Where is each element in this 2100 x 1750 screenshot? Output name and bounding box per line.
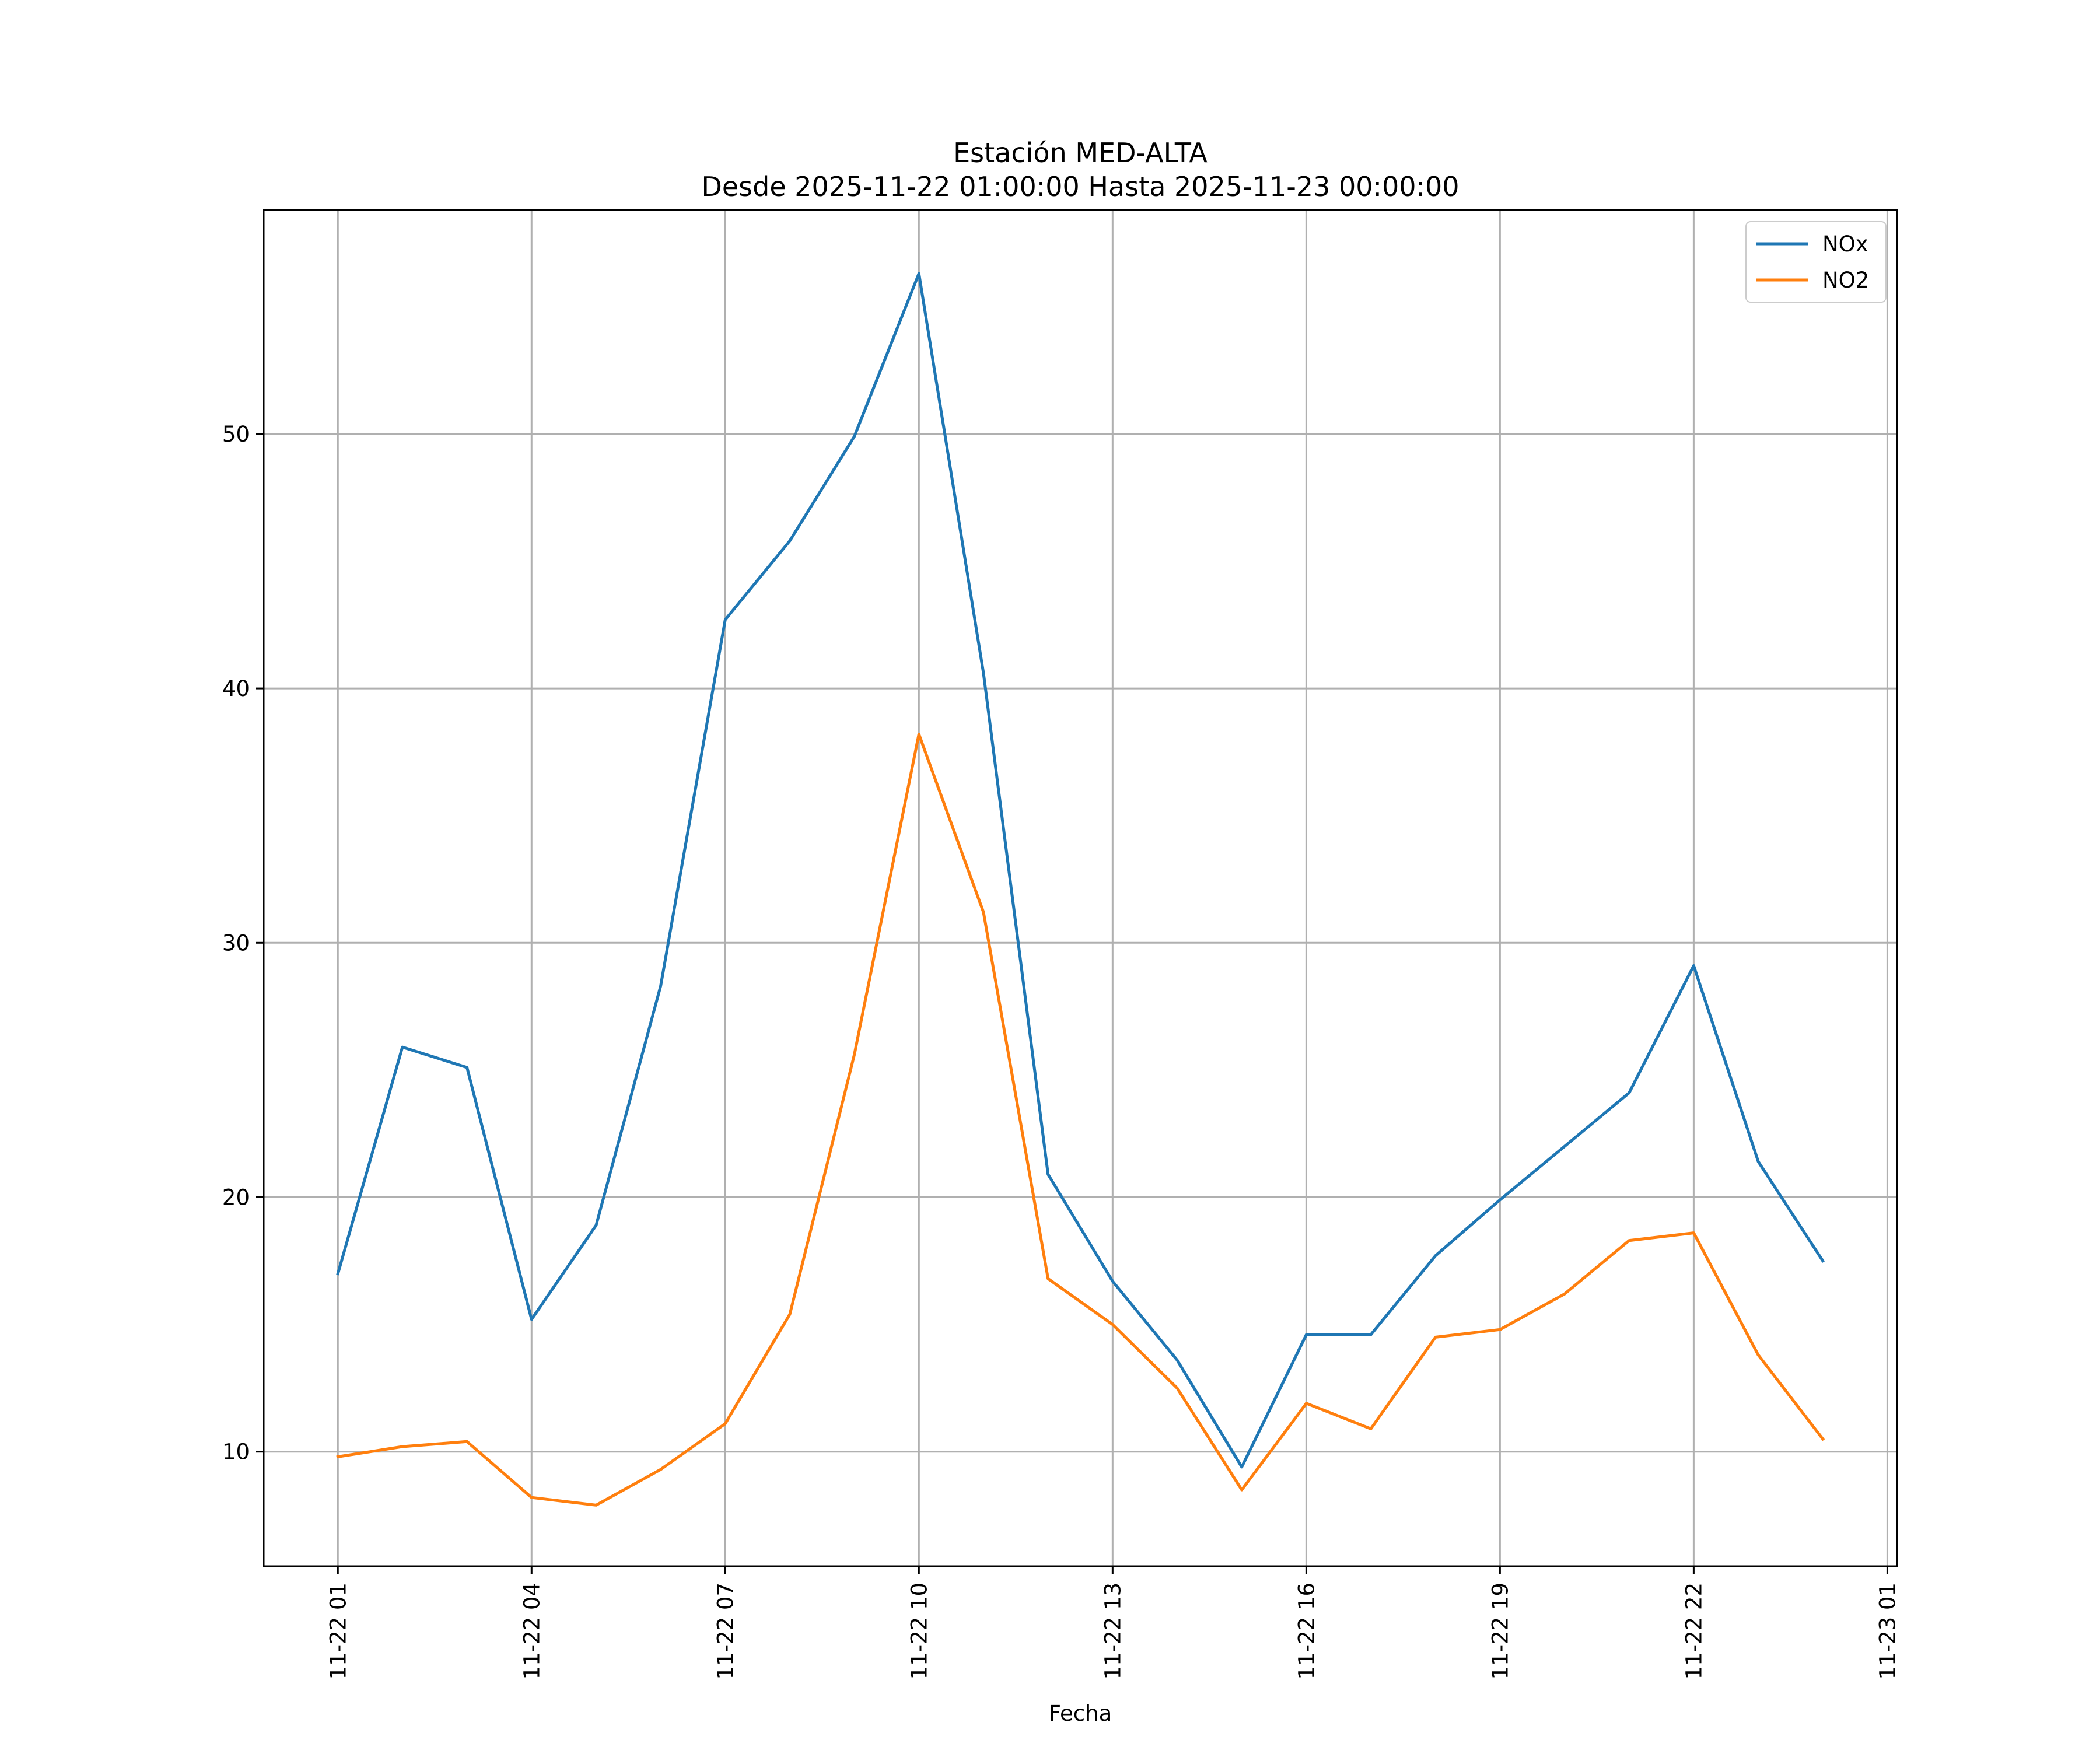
x-tick-label: 11-22 22 — [1681, 1583, 1706, 1679]
x-tick-label: 11-22 04 — [519, 1583, 544, 1679]
legend-box — [1745, 221, 1887, 303]
x-tick-label: 11-22 10 — [907, 1583, 932, 1679]
legend-label-nox: NOx — [1822, 232, 1868, 257]
y-tick-label: 20 — [222, 1185, 250, 1210]
legend-label-no2: NO2 — [1822, 268, 1869, 293]
y-tick-label: 50 — [222, 422, 250, 447]
x-tick-label: 11-22 19 — [1488, 1583, 1513, 1679]
chart-title: Estación MED-ALTA — [953, 137, 1208, 169]
x-axis-ticks: 11-22 01 11-22 04 11-22 07 11-22 10 11-22 13… — [326, 1566, 1900, 1679]
x-tick-label: 11-22 16 — [1294, 1583, 1319, 1679]
grid-lines — [264, 210, 1897, 1566]
series-lines — [336, 272, 1825, 1507]
y-axis-ticks: 10 20 30 40 50 — [222, 422, 264, 1465]
series-line-no2 — [336, 733, 1825, 1507]
legend: NOx NO2 — [1745, 221, 1887, 303]
series-line-nox — [336, 272, 1825, 1469]
chart-subtitle: Desde 2025-11-22 01:00:00 Hasta 2025-11-… — [701, 171, 1459, 202]
x-tick-label: 11-22 07 — [713, 1583, 738, 1679]
plot-frame — [262, 209, 1898, 1567]
y-tick-label: 10 — [222, 1440, 250, 1465]
x-tick-label: 11-23 01 — [1875, 1583, 1900, 1679]
x-tick-label: 11-22 01 — [326, 1583, 351, 1679]
x-tick-label: 11-22 13 — [1100, 1583, 1125, 1679]
y-tick-label: 30 — [222, 930, 250, 956]
x-axis-label: Fecha — [1049, 1701, 1112, 1726]
y-tick-label: 40 — [222, 676, 250, 701]
